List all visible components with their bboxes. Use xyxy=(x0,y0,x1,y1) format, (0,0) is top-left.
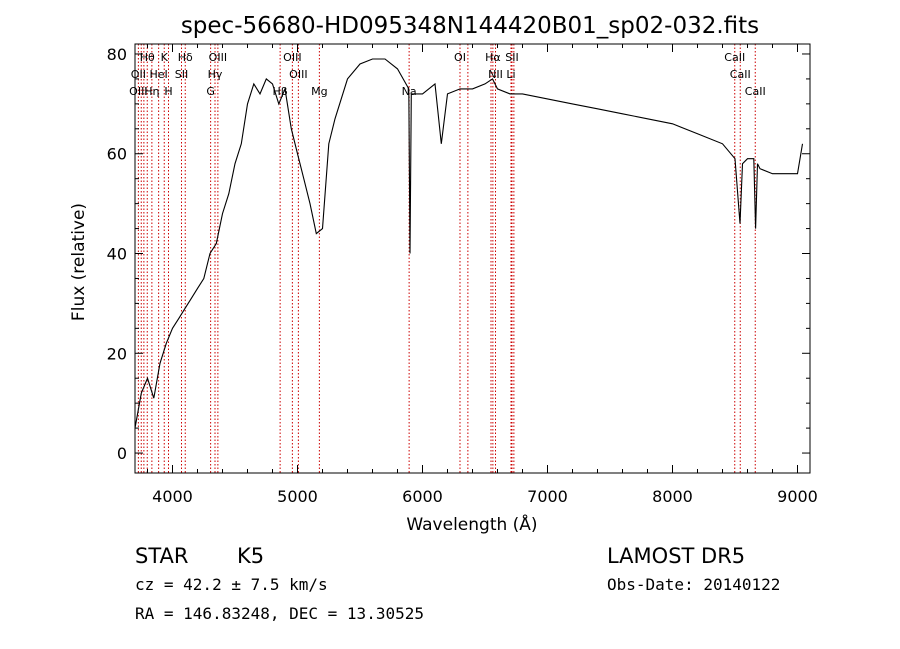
x-tick-label: 7000 xyxy=(527,487,568,506)
line-label: CaII xyxy=(745,85,766,98)
line-label: SII xyxy=(505,51,518,64)
y-tick-label: 80 xyxy=(107,45,127,64)
line-label: Hα xyxy=(485,51,501,64)
obs-date: Obs-Date: 20140122 xyxy=(607,575,780,594)
line-label: OI xyxy=(454,51,466,64)
redshift-text: cz = 42.2 ± 7.5 km/s xyxy=(135,575,328,594)
coordinates-text: RA = 146.83248, DEC = 13.30525 xyxy=(135,604,424,623)
y-tick-label: 40 xyxy=(107,245,127,264)
y-axis-label: Flux (relative) xyxy=(69,203,89,321)
x-axis-label: Wavelength (Å) xyxy=(406,513,537,535)
line-label: Hγ xyxy=(208,68,223,81)
spectral-subclass: K5 xyxy=(237,544,264,568)
line-label: OIII xyxy=(289,68,307,81)
x-tick-label: 6000 xyxy=(402,487,443,506)
line-label: Mg xyxy=(311,85,327,98)
emission-line-markers xyxy=(137,44,756,473)
y-tick-label: 60 xyxy=(107,145,127,164)
plot-frame xyxy=(134,43,811,474)
x-axis-ticks: 4000 5000 6000 7000 8000 9000 xyxy=(147,44,818,506)
line-label: SII xyxy=(175,68,188,81)
y-axis-ticks: 0 20 40 60 80 xyxy=(107,45,810,463)
spectrum-line xyxy=(134,58,804,429)
survey-name: LAMOST DR5 xyxy=(607,544,745,568)
line-label: OIII xyxy=(209,51,227,64)
y-tick-label: 0 xyxy=(117,444,127,463)
chart-title: spec-56680-HD095348N144420B01_sp02-032.f… xyxy=(181,13,759,39)
line-label: CaII xyxy=(724,51,745,64)
line-label: H xyxy=(164,85,172,98)
x-tick-label: 5000 xyxy=(277,487,318,506)
y-tick-label: 20 xyxy=(107,344,127,363)
line-label: Hδ xyxy=(178,51,193,64)
x-tick-label: 8000 xyxy=(652,487,693,506)
line-label: OIII xyxy=(129,85,147,98)
line-label: CaII xyxy=(730,68,751,81)
line-label: HeI xyxy=(149,68,167,81)
line-label: Hθ xyxy=(140,51,155,64)
line-label: Li xyxy=(506,68,515,81)
line-label: G xyxy=(206,85,215,98)
line-label: NII xyxy=(488,68,503,81)
x-tick-label: 4000 xyxy=(152,487,193,506)
line-label: Hη xyxy=(144,85,159,98)
line-label: K xyxy=(161,51,169,64)
line-label: OIII xyxy=(283,51,301,64)
x-tick-label: 9000 xyxy=(777,487,818,506)
spectrum-series xyxy=(134,58,804,429)
object-class: STAR xyxy=(135,544,188,568)
